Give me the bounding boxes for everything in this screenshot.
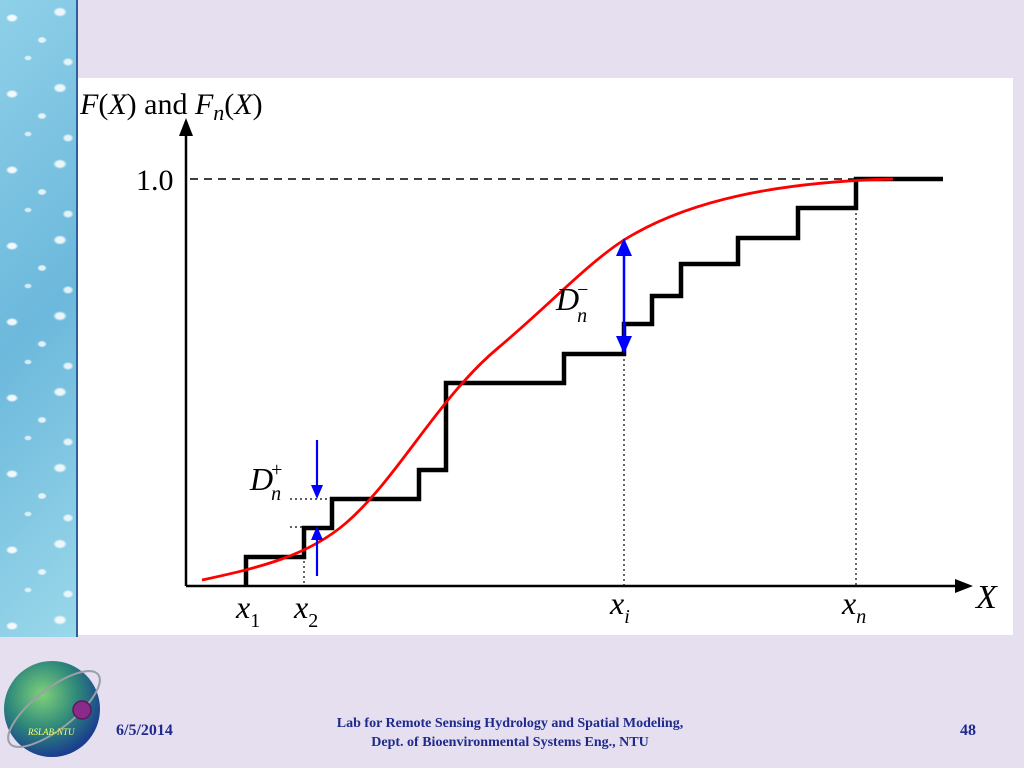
logo-text: RSLAB-NTU bbox=[27, 727, 75, 737]
dplus-base: D bbox=[249, 461, 273, 497]
dminus-base: D bbox=[555, 281, 579, 317]
dplus-sub: n bbox=[271, 483, 281, 505]
footer-lab-credit: Lab for Remote Sensing Hydrology and Spa… bbox=[255, 714, 765, 752]
y-label-f: F bbox=[79, 88, 99, 121]
y-label-paren-close: ) bbox=[253, 88, 263, 121]
dplus-label: Dn+ bbox=[249, 459, 282, 505]
dplus-sup: + bbox=[271, 459, 282, 481]
footer-page-number: 48 bbox=[960, 722, 976, 739]
dminus-arrowhead-bottom bbox=[616, 336, 632, 354]
theoretical-cdf-curve bbox=[201, 177, 894, 582]
logo-orbit bbox=[7, 670, 101, 748]
dplus-arrowhead-down bbox=[311, 485, 323, 499]
x-axis-label: X bbox=[974, 579, 998, 616]
dminus-sub: n bbox=[577, 305, 587, 327]
y-axis-label: F(X) and Fn(X) bbox=[79, 88, 263, 125]
x-tick-label-x1: x1 bbox=[235, 589, 260, 632]
y-tick-label-1-0: 1.0 bbox=[136, 164, 174, 197]
x-axis-arrowhead bbox=[955, 579, 973, 593]
cdf-diagram: F(X) and Fn(X) 1.0 Dn− Dn+ x1 x2 xi xn bbox=[79, 88, 998, 632]
y-label-fn: F bbox=[194, 88, 214, 121]
dminus-sup: − bbox=[577, 279, 588, 301]
y-label-fn-sub: n bbox=[213, 100, 224, 125]
y-label-x: X bbox=[107, 88, 128, 121]
footer-lab-line2: Dept. of Bioenvironmental Systems Eng., … bbox=[371, 735, 649, 750]
y-axis-arrowhead bbox=[179, 118, 193, 136]
x-tick-label-xi: xi bbox=[609, 585, 630, 628]
logo-globe bbox=[4, 661, 100, 757]
x-tick-label-x2: x2 bbox=[293, 589, 318, 632]
y-label-and: ) and bbox=[127, 88, 195, 121]
empirical-cdf-steps bbox=[243, 176, 943, 586]
rslab-logo: RSLAB-NTU bbox=[4, 661, 101, 757]
y-label-paren2: ( bbox=[224, 88, 234, 121]
decorative-water-strip bbox=[0, 0, 78, 637]
x-tick-label-xn: xn bbox=[841, 585, 866, 628]
footer-lab-line1: Lab for Remote Sensing Hydrology and Spa… bbox=[336, 716, 684, 731]
y-label-x2: X bbox=[233, 88, 254, 121]
dminus-arrowhead-top bbox=[616, 238, 632, 256]
y-label-paren-open: ( bbox=[98, 88, 108, 121]
dminus-label: Dn − bbox=[555, 279, 588, 327]
figure-panel: F(X) and Fn(X) 1.0 Dn− Dn+ x1 x2 xi xn bbox=[78, 78, 1013, 635]
dplus-arrowhead-up bbox=[311, 526, 323, 540]
logo-satellite bbox=[72, 700, 92, 720]
footer-date: 6/5/2014 bbox=[116, 722, 173, 739]
